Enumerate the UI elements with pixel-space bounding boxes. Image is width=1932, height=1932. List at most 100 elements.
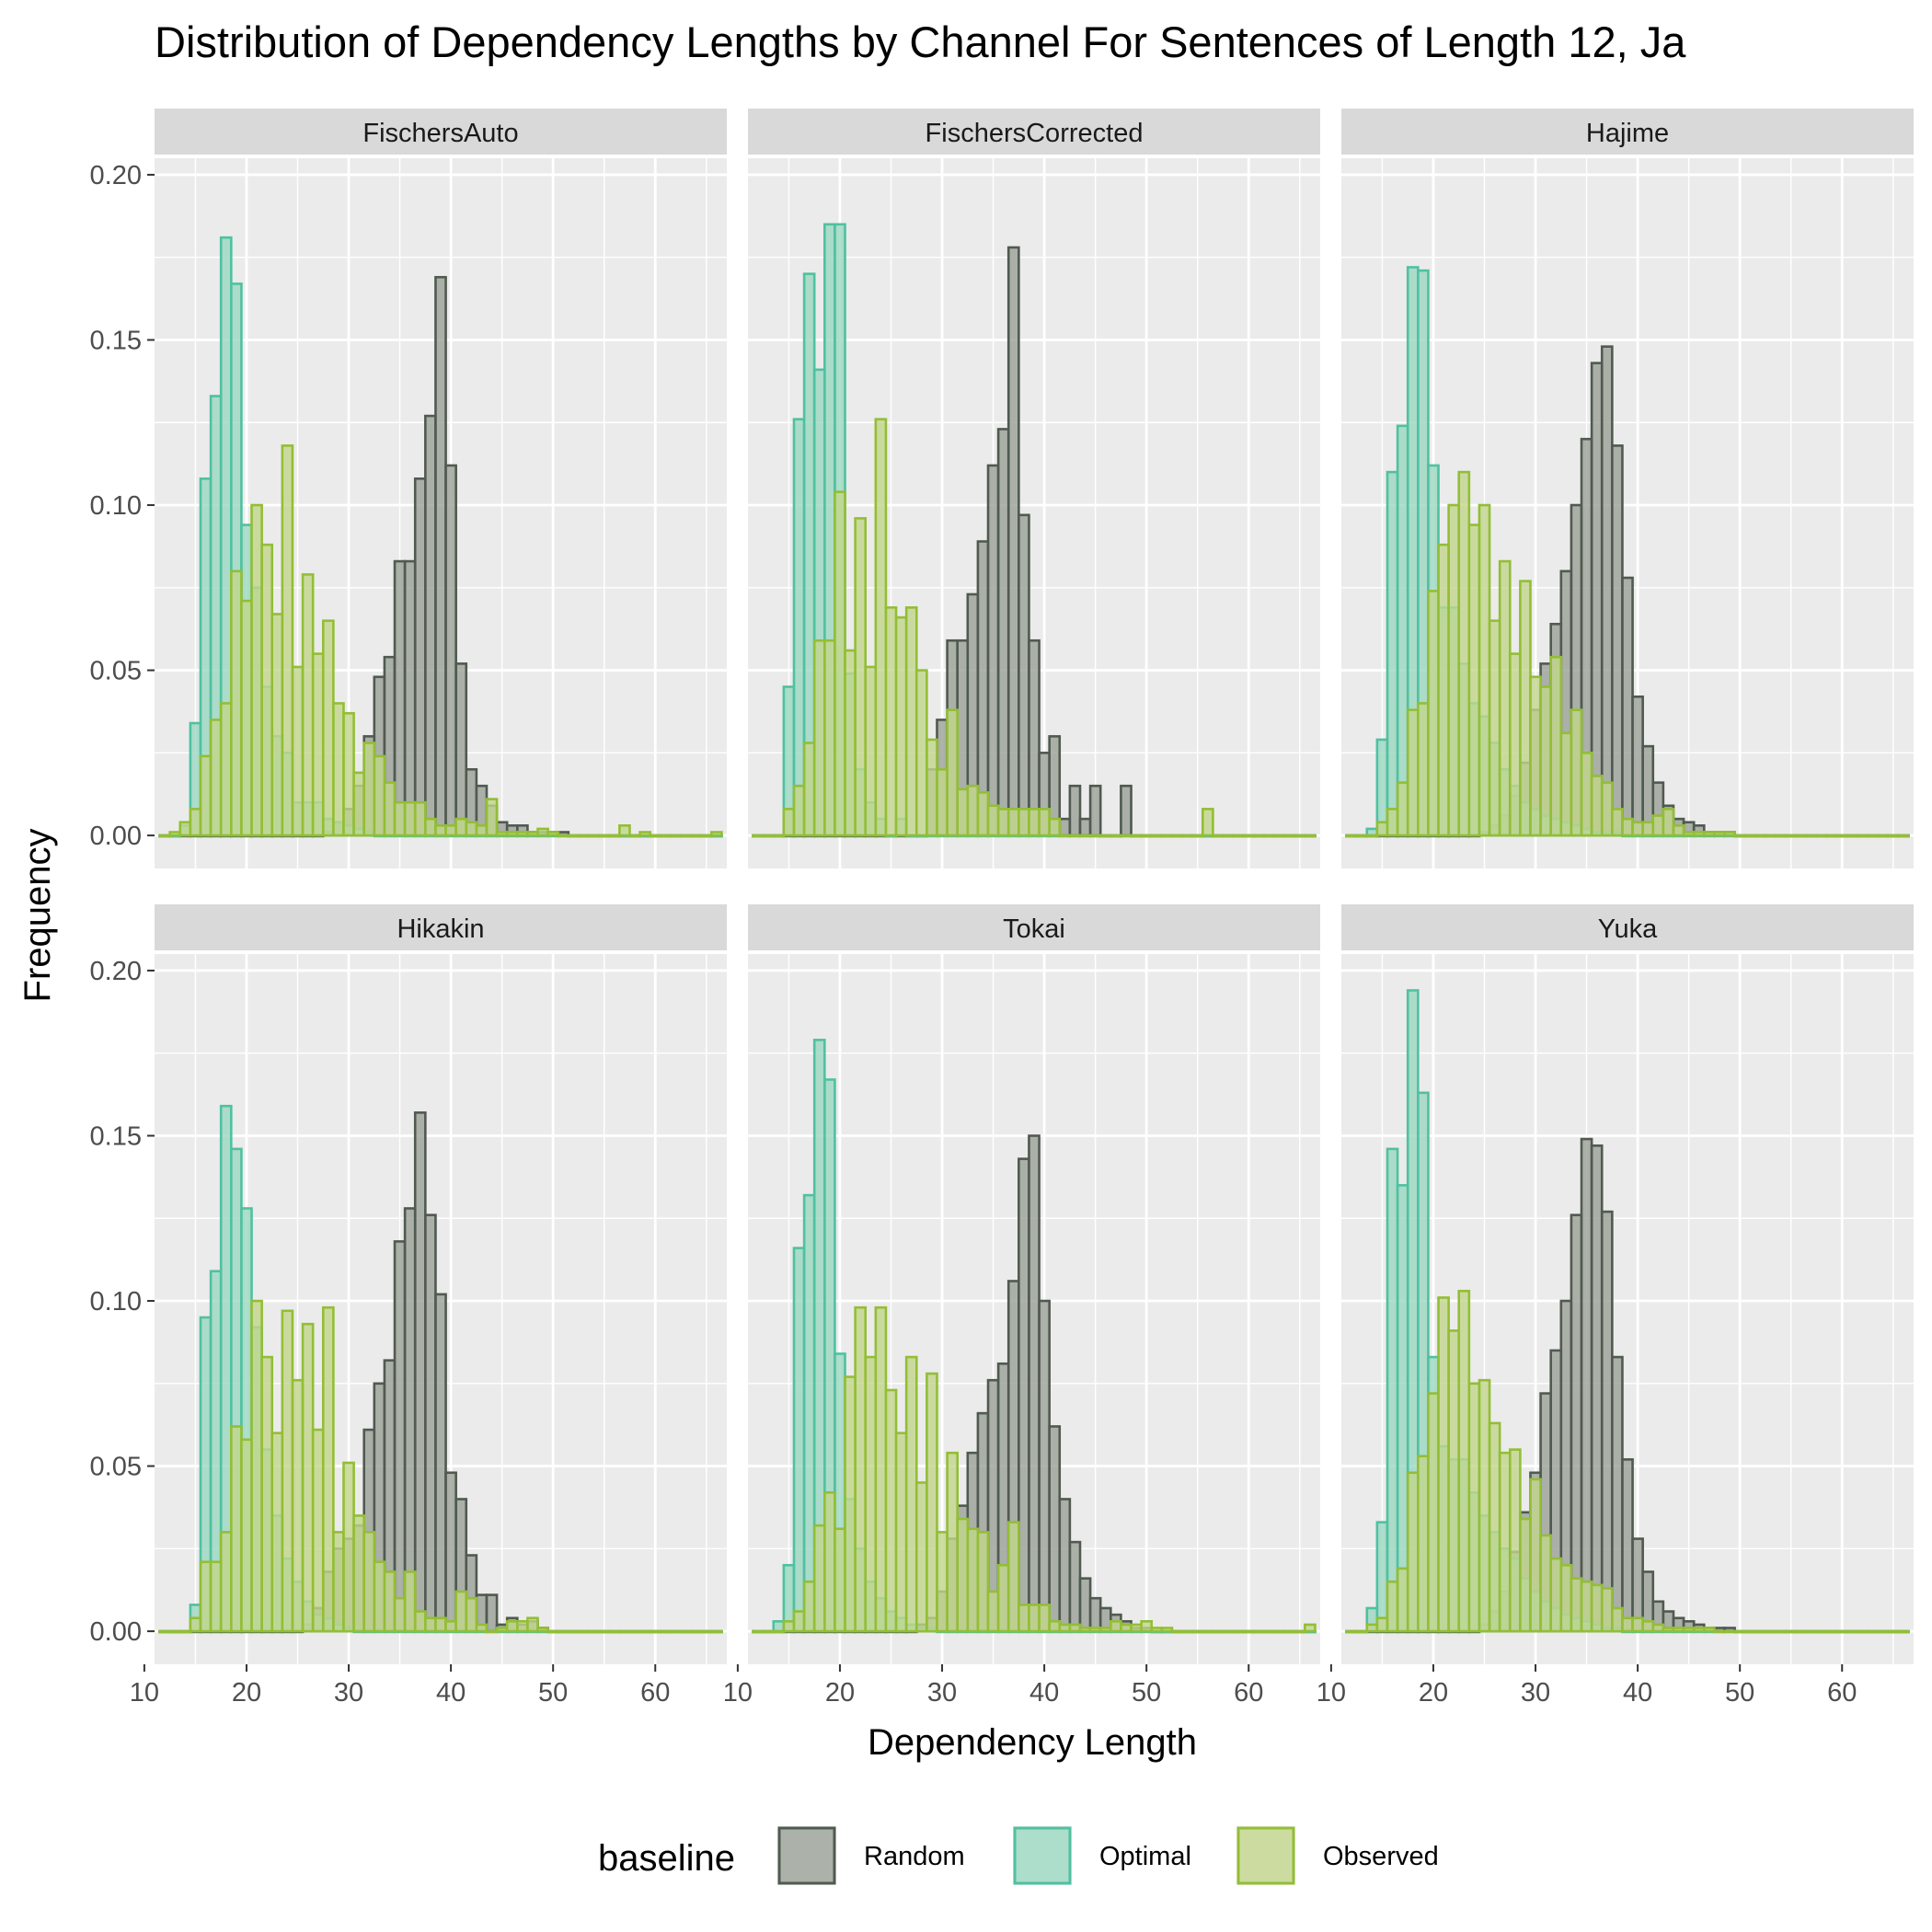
histogram-bar — [1580, 1137, 1593, 1633]
legend-label: Random — [864, 1842, 965, 1871]
histogram-bar — [1150, 1627, 1164, 1633]
histogram-bar — [618, 824, 631, 837]
histogram-bar — [240, 599, 253, 837]
histogram-bar — [373, 754, 386, 837]
histogram-bar — [465, 821, 478, 837]
histogram-bar — [752, 1629, 765, 1634]
histogram-bar — [219, 702, 233, 837]
histogram-bar — [792, 418, 806, 837]
histogram-bar — [301, 573, 315, 837]
histogram-bar — [1252, 834, 1266, 838]
histogram-bar — [1406, 708, 1420, 837]
histogram-bar — [823, 638, 836, 837]
x-tick-label: 10 — [130, 1678, 159, 1708]
histogram-bar — [311, 1428, 325, 1633]
histogram-bar — [1293, 834, 1306, 838]
histogram-bar — [946, 708, 959, 837]
facet-strip — [155, 904, 727, 950]
histogram-bar — [199, 1560, 213, 1633]
histogram-bar — [884, 1388, 898, 1633]
facet-panels: FischersAuto0.000.050.100.150.20Fischers… — [90, 109, 1914, 1708]
histogram-bar — [597, 834, 611, 838]
histogram-bar — [1478, 1378, 1491, 1633]
histogram-bar — [1590, 775, 1604, 837]
histogram-bar — [526, 1616, 539, 1633]
x-tick-label: 30 — [1521, 1678, 1550, 1708]
histogram-bar — [1006, 246, 1020, 837]
x-tick-label: 60 — [1234, 1678, 1263, 1708]
histogram-bar — [1437, 1296, 1450, 1633]
histogram-bar — [281, 1309, 294, 1633]
histogram-bar — [1190, 834, 1204, 838]
histogram-bar — [1058, 817, 1072, 837]
histogram-bar — [454, 662, 468, 837]
histogram-bar — [1180, 834, 1194, 838]
histogram-bar — [1713, 1629, 1726, 1634]
histogram-bar — [1386, 808, 1399, 837]
histogram-bar — [383, 781, 397, 837]
histogram-bar — [1006, 808, 1020, 837]
histogram-bar — [178, 821, 192, 837]
histogram-bar — [465, 1596, 478, 1633]
histogram-bar — [986, 1590, 1000, 1633]
legend-swatch — [1013, 1826, 1072, 1885]
histogram-bar — [475, 1623, 489, 1633]
histogram-bar — [1386, 1147, 1399, 1633]
histogram-bar — [1805, 1629, 1818, 1634]
histogram-bar — [577, 1629, 591, 1634]
histogram-bar — [1375, 1521, 1389, 1633]
histogram-bar — [1774, 834, 1788, 838]
histogram-bar — [1140, 834, 1154, 838]
y-tick-label: 0.10 — [90, 1287, 142, 1317]
histogram-bar — [567, 834, 581, 838]
histogram-bar — [956, 1517, 970, 1633]
histogram-bar — [772, 834, 786, 838]
histogram-bar — [1784, 834, 1798, 838]
histogram-bar — [1212, 834, 1225, 838]
histogram-bar — [884, 606, 898, 837]
histogram-bar — [1611, 1606, 1624, 1633]
histogram-bar — [332, 702, 345, 837]
facet-strip — [1341, 109, 1914, 155]
histogram-bar — [1068, 1623, 1082, 1633]
histogram-bar — [1692, 831, 1706, 837]
histogram-bar — [199, 754, 213, 837]
histogram-bar — [1723, 1629, 1736, 1634]
y-tick-label: 0.15 — [90, 1121, 142, 1151]
facet-panel-hajime: Hajime — [1341, 109, 1914, 868]
histogram-bar — [669, 1629, 683, 1634]
legend-swatch — [777, 1826, 836, 1885]
histogram-bar — [844, 1375, 857, 1633]
histogram-bar — [1611, 444, 1624, 837]
histogram-bar — [230, 569, 243, 837]
histogram-bar — [638, 1629, 651, 1634]
histogram-bar — [495, 1627, 509, 1633]
histogram-bar — [1457, 470, 1471, 837]
x-tick-label: 60 — [1827, 1678, 1857, 1708]
histogram-bar — [834, 490, 846, 837]
histogram-bar — [1723, 831, 1736, 837]
histogram-bar — [1498, 1451, 1512, 1633]
histogram-bar — [1355, 1629, 1369, 1634]
histogram-bar — [1130, 834, 1143, 838]
histogram-bar — [413, 1610, 427, 1633]
histogram-bar — [1028, 808, 1041, 837]
histogram-bar — [1018, 1604, 1030, 1633]
x-tick-label: 40 — [1029, 1678, 1059, 1708]
facet-strip — [1341, 904, 1914, 950]
histogram-bar — [1457, 1289, 1471, 1633]
histogram-bar — [1396, 781, 1409, 837]
histogram-bar — [1180, 1629, 1194, 1634]
histogram-bar — [772, 1620, 786, 1633]
histogram-bar — [1355, 834, 1369, 838]
histogram-bar — [1190, 1629, 1204, 1634]
histogram-bar — [823, 1490, 836, 1633]
histogram-bar — [1386, 470, 1399, 837]
legend-label: Observed — [1323, 1842, 1439, 1871]
histogram-bar — [936, 767, 949, 837]
histogram-bar — [1150, 834, 1164, 838]
histogram-bar — [557, 834, 570, 838]
histogram-bar — [1631, 821, 1644, 837]
x-axis-title: Dependency Length — [868, 1722, 1197, 1763]
histogram-bar — [219, 1531, 233, 1633]
